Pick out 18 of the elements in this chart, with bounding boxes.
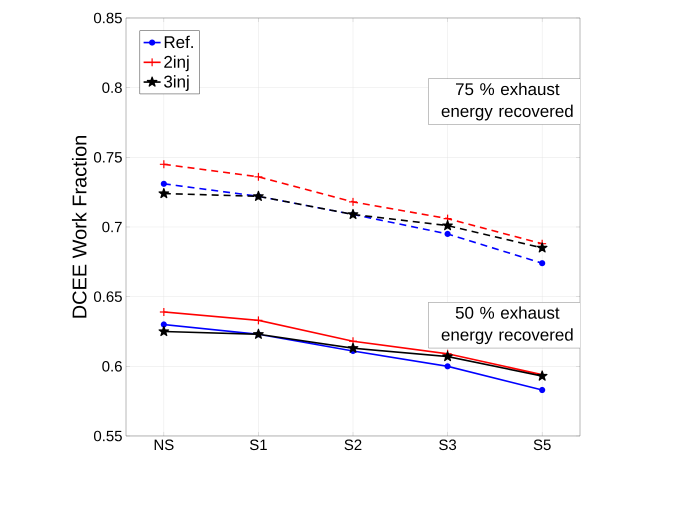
legend-label: Ref.: [164, 36, 193, 48]
y-tick-label: 0.85: [94, 12, 122, 24]
x-tick-label: S1: [250, 440, 267, 450]
y-tick-label: 0.55: [94, 430, 122, 442]
y-tick-label: 0.65: [94, 291, 122, 302]
y-tick-label: 0.8: [102, 82, 122, 93]
y-tick-label: 0.7: [102, 222, 122, 232]
annotation: 75 % exhaust energy recovered: [442, 82, 573, 120]
x-tick-label: NS: [154, 440, 174, 450]
x-tick-label: S2: [344, 440, 362, 450]
annotation: 50 % exhaust energy recovered: [442, 306, 573, 344]
x-tick-label: S5: [534, 440, 551, 450]
legend-label: 2inj: [164, 55, 189, 72]
y-tick-label: 0.6: [102, 361, 122, 372]
y-tick-label: 0.75: [94, 152, 122, 163]
legend-label: 3inj: [164, 75, 189, 91]
x-tick-label: S3: [439, 440, 456, 450]
y-axis-title: DCEE Work Fraction: [72, 136, 87, 318]
